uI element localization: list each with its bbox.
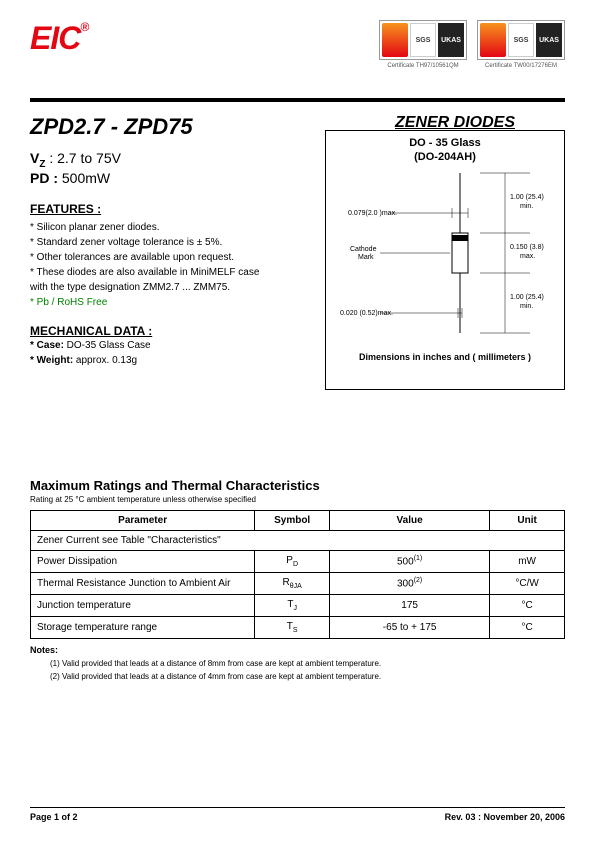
vz-label: V [30, 150, 39, 166]
table-header-row: Parameter Symbol Value Unit [31, 510, 565, 530]
table-row: Storage temperature range TS -65 to + 17… [31, 616, 565, 638]
header: EIC® SGS UKAS Certificate TH97/10561QM S… [30, 20, 565, 90]
td-param: Thermal Resistance Junction to Ambient A… [31, 572, 255, 594]
dim-text: Cathode [350, 246, 377, 253]
td-symbol: TS [255, 616, 330, 638]
th-unit: Unit [490, 510, 565, 530]
dim-text: 0.150 (3.8) [510, 244, 544, 251]
pd-label: PD : [30, 170, 58, 186]
table-row: Junction temperature TJ 175 °C [31, 594, 565, 616]
badge-orange-icon [382, 23, 408, 57]
table-row: Thermal Resistance Junction to Ambient A… [31, 572, 565, 594]
mech-weight-value: approx. 0.13g [73, 355, 137, 366]
package-diagram: DO - 35 Glass (DO-204AH) 0.079(2.0 )max.… [325, 130, 565, 390]
td-symbol: RθJA [255, 572, 330, 594]
td-unit: mW [490, 550, 565, 572]
th-parameter: Parameter [31, 510, 255, 530]
dim-text: Mark [358, 254, 374, 261]
diode-diagram-svg: 0.079(2.0 )max. 1.00 (25.4) min. 0.150 (… [330, 163, 560, 343]
mech-case-label: * Case: [30, 340, 64, 351]
diagram-footer: Dimensions in inches and ( millimeters ) [326, 343, 564, 370]
company-logo: EIC® [30, 20, 88, 57]
package-subtitle: (DO-204AH) [326, 151, 564, 163]
vz-value: : 2.7 to 75V [45, 150, 121, 166]
mech-weight-label: * Weight: [30, 355, 73, 366]
td-value: 300(2) [330, 572, 490, 594]
note-item: (2) Valid provided that leads at a dista… [50, 672, 565, 681]
table-row: Zener Current see Table "Characteristics… [31, 530, 565, 550]
badge-orange-icon [480, 23, 506, 57]
logo-text: EIC [30, 20, 80, 56]
td-unit: °C/W [490, 572, 565, 594]
dim-text: max. [520, 253, 535, 260]
td-value: 175 [330, 594, 490, 616]
logo-reg: ® [80, 20, 88, 34]
ratings-title: Maximum Ratings and Thermal Characterist… [30, 478, 565, 493]
footer-rev: Rev. 03 : November 20, 2006 [445, 812, 565, 822]
dim-text: 0.020 (0.52)max. [340, 310, 393, 317]
dim-text: 1.00 (25.4) [510, 194, 544, 201]
td-param: Junction temperature [31, 594, 255, 616]
dim-text: min. [520, 303, 533, 310]
ratings-table: Parameter Symbol Value Unit Zener Curren… [30, 510, 565, 639]
th-symbol: Symbol [255, 510, 330, 530]
table-row: Power Dissipation PD 500(1) mW [31, 550, 565, 572]
ratings-subtitle: Rating at 25 °C ambient temperature unle… [30, 495, 565, 504]
page-footer: Page 1 of 2 Rev. 03 : November 20, 2006 [30, 807, 565, 822]
footer-page: Page 1 of 2 [30, 812, 78, 822]
mech-case-value: DO-35 Glass Case [64, 340, 151, 351]
dim-text: 1.00 (25.4) [510, 294, 544, 301]
badge-sgs-icon: SGS [508, 23, 534, 57]
cert-text-2: Certificate TW00/17276EM [477, 63, 565, 69]
dim-text: 0.079(2.0 )max. [348, 210, 397, 217]
certificates: SGS UKAS Certificate TH97/10561QM SGS UK… [379, 20, 565, 69]
badge-ukas-icon: UKAS [438, 23, 464, 57]
dim-text: min. [520, 203, 533, 210]
td-param: Storage temperature range [31, 616, 255, 638]
cert-block-1: SGS UKAS Certificate TH97/10561QM [379, 20, 467, 69]
td-unit: °C [490, 594, 565, 616]
cert-badges-1: SGS UKAS [379, 20, 467, 60]
td-full: Zener Current see Table "Characteristics… [31, 530, 565, 550]
pd-value: 500mW [58, 170, 110, 186]
th-value: Value [330, 510, 490, 530]
badge-ukas-icon: UKAS [536, 23, 562, 57]
td-value: -65 to + 175 [330, 616, 490, 638]
badge-sgs-icon: SGS [410, 23, 436, 57]
package-title: DO - 35 Glass [326, 131, 564, 151]
td-symbol: TJ [255, 594, 330, 616]
td-symbol: PD [255, 550, 330, 572]
notes-title: Notes: [30, 645, 565, 655]
td-param: Power Dissipation [31, 550, 255, 572]
cert-badges-2: SGS UKAS [477, 20, 565, 60]
part-number-title: ZPD2.7 - ZPD75 [30, 114, 193, 140]
note-item: (1) Valid provided that leads at a dista… [50, 659, 565, 668]
td-value: 500(1) [330, 550, 490, 572]
cert-text-1: Certificate TH97/10561QM [379, 63, 467, 69]
title-divider [30, 98, 565, 102]
cert-block-2: SGS UKAS Certificate TW00/17276EM [477, 20, 565, 69]
td-unit: °C [490, 616, 565, 638]
